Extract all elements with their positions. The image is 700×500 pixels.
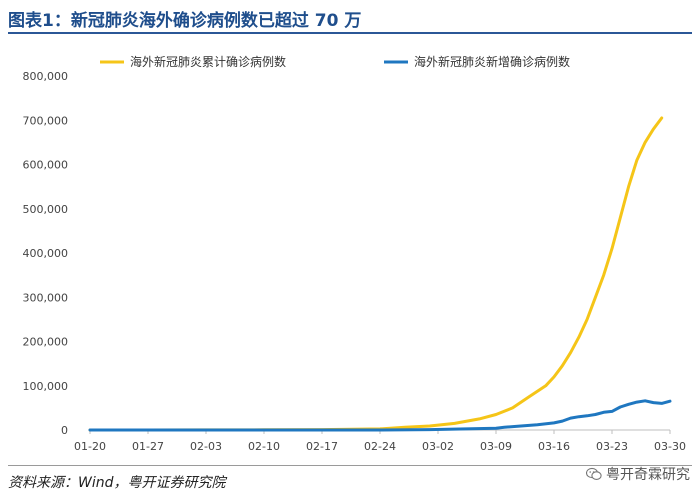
y-tick-label: 400,000 [23,247,69,260]
watermark-label: 粤开奇霖研究 [606,467,690,483]
y-tick-label: 0 [61,424,68,437]
y-tick-label: 500,000 [23,203,69,216]
series-line-2 [88,399,672,432]
x-tick-label: 02-24 [364,440,396,453]
line-chart: 0 100,000 200,000 300,000 400,000 500,000 600,… [23,54,686,453]
x-tick-label: 03-23 [596,440,628,453]
x-tick-label: 02-10 [248,440,280,453]
chart-title: 图表1：新冠肺炎海外确诊病例数已超过 70 万 [8,11,362,31]
x-tick-label: 03-30 [654,440,686,453]
wechat-icon [586,467,602,480]
x-tick-label: 02-17 [306,440,338,453]
x-tick-label: 01-27 [132,440,164,453]
x-tick-label: 02-03 [190,440,222,453]
title-divider [8,32,692,34]
footer-divider [8,465,692,466]
y-tick-label: 600,000 [23,159,69,172]
x-tick-label: 01-20 [74,440,106,453]
legend-label: 海外新冠肺炎新增确诊病例数 [414,54,570,69]
source-note: 资料来源：Wind，粤开证券研究院 [8,475,226,491]
watermark: 粤开奇霖研究 [586,464,690,484]
y-axis: 0 100,000 200,000 300,000 400,000 500,000 600,… [23,70,69,437]
x-tick-label: 03-09 [480,440,512,453]
legend: 海外新冠肺炎累计确诊病例数 海外新冠肺炎新增确诊病例数 [100,54,570,69]
x-tick-label: 03-02 [422,440,454,453]
x-tick-label: 03-16 [538,440,570,453]
y-tick-label: 800,000 [23,70,69,83]
y-tick-label: 200,000 [23,336,69,349]
y-tick-label: 700,000 [23,114,69,127]
y-tick-label: 100,000 [23,380,69,393]
series-layer [88,116,672,432]
series-line-1 [88,116,664,432]
x-axis: 01-20 01-27 02-03 02-10 02-17 02-24 03-02 03-09… [74,430,686,453]
legend-label: 海外新冠肺炎累计确诊病例数 [130,54,286,69]
y-tick-label: 300,000 [23,291,69,304]
